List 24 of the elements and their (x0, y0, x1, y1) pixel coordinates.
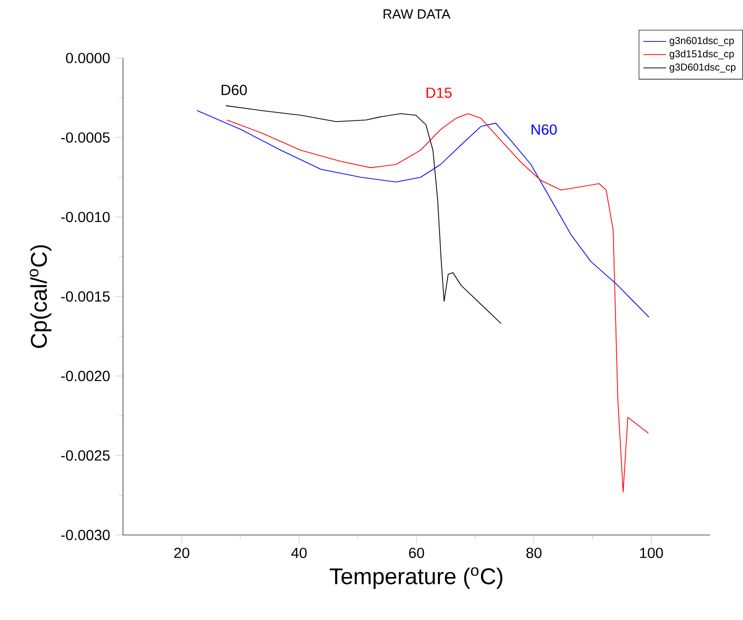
y-tick-label: -0.0010 (61, 212, 110, 222)
y-tick-label: -0.0025 (61, 450, 110, 461)
chart-title: RAW DATA (384, 9, 450, 19)
legend-label: g3n601dsc_cp (670, 36, 734, 46)
annotation: D60 (222, 84, 247, 96)
x-tick-label: 60 (409, 548, 424, 558)
line-series (225, 105, 502, 324)
x-tick-label: 100 (640, 548, 663, 558)
line-series (226, 113, 649, 492)
annotation: D15 (426, 88, 452, 98)
y-tick-label: -0.0005 (61, 132, 110, 143)
x-axis-title: Temperature ($^{o}$C) (330, 567, 502, 589)
y-tick-label: 0.0000 (66, 52, 110, 64)
y-tick-label: -0.0030 (61, 530, 110, 540)
y-tick-label: -0.0020 (61, 370, 110, 382)
legend-label: g3D601dsc_cp (670, 63, 736, 73)
annotation: N60 (532, 124, 557, 135)
y-tick-label: -0.0015 (61, 291, 110, 302)
legend-label: g3d151dsc_cp (670, 50, 734, 60)
line-series (196, 110, 650, 318)
x-tick-label: 20 (174, 548, 190, 558)
x-tick-label: 40 (291, 548, 307, 558)
x-tick-label: 80 (526, 548, 542, 558)
y-axis-title: Cp(cal/$^{o}$C) (30, 245, 52, 348)
